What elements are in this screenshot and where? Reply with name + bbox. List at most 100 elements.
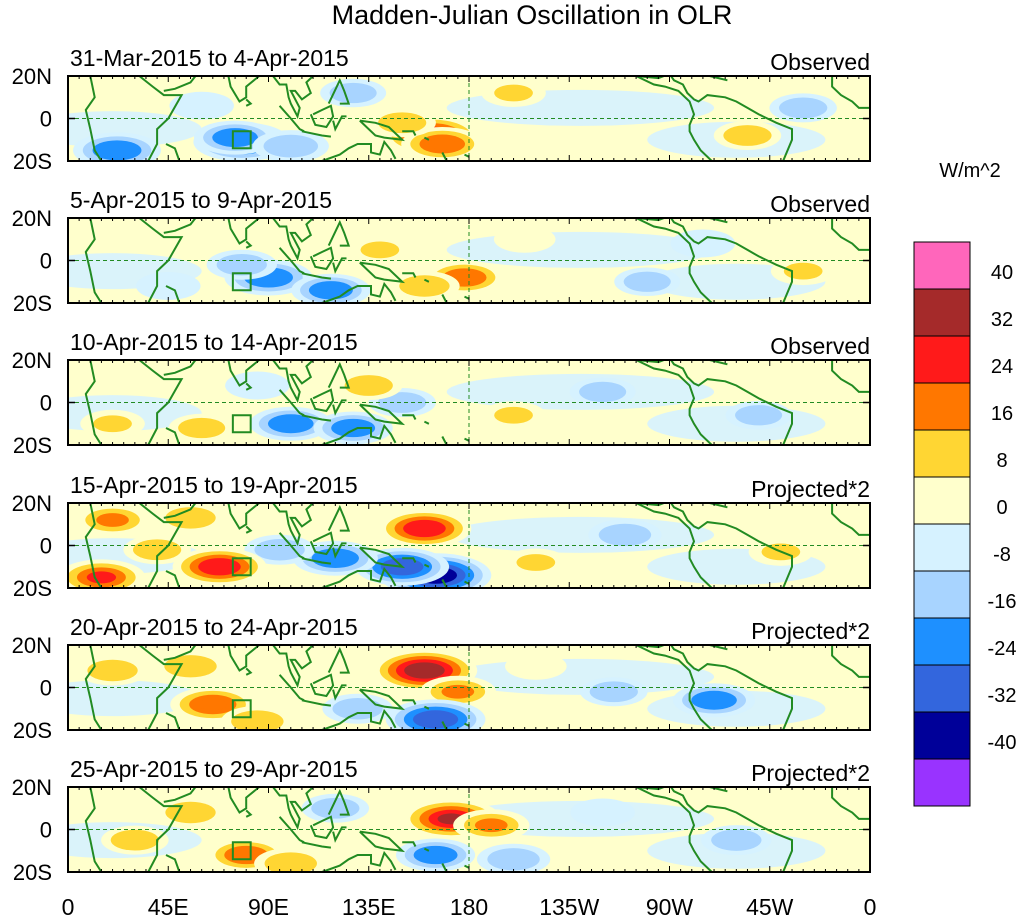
anomaly-contour [421, 713, 450, 725]
coastline [138, 218, 184, 303]
coastline [635, 787, 713, 872]
coastline [636, 503, 793, 588]
anomaly-contour [609, 528, 641, 542]
colorbar-swatch [913, 523, 971, 572]
coastline [278, 247, 305, 275]
coastline [332, 826, 347, 843]
x-tick-label: 90W [646, 894, 694, 920]
coastline [441, 152, 448, 161]
colorbar-tick-label: -16 [988, 591, 1017, 613]
anomaly-contour [339, 422, 367, 434]
anomaly-contour [120, 833, 150, 847]
coastline [464, 437, 470, 442]
y-tick-label: 20N [12, 348, 52, 373]
region-box [231, 130, 252, 150]
coastline [332, 115, 347, 132]
coastline [636, 218, 793, 303]
coastline [423, 563, 430, 568]
coastline [272, 218, 314, 262]
x-tick-label: 135E [342, 894, 396, 920]
coastline [163, 787, 197, 803]
coastline [327, 504, 351, 532]
anomaly-contour [733, 129, 762, 142]
colorbar-swatch [913, 617, 971, 666]
panel-date-label: 31-Mar-2015 to 4-Apr-2015 [70, 45, 349, 71]
coastline [327, 646, 351, 674]
y-tick-label: 20S [13, 291, 52, 316]
anomaly-contour [317, 284, 345, 296]
coastline [301, 841, 332, 849]
coastline [309, 246, 335, 271]
y-tick-label: 0 [40, 391, 52, 416]
anomaly-contour [387, 396, 417, 409]
coastline [359, 830, 406, 853]
anomaly-contour [428, 138, 456, 150]
anomaly-contour [517, 658, 555, 675]
coastline [327, 788, 351, 816]
anomaly-contour [264, 543, 295, 557]
y-tick-label: 20S [13, 718, 52, 743]
panel-type-label: Projected*2 [751, 760, 870, 786]
coastline [635, 360, 713, 445]
anomaly-contour [497, 852, 530, 866]
coastline [309, 815, 335, 840]
panel-date-label: 10-Apr-2015 to 14-Apr-2015 [70, 329, 358, 355]
coastline [831, 76, 870, 109]
coastline [163, 218, 197, 234]
coastline [635, 645, 713, 730]
coastline [245, 240, 253, 249]
anomaly-contour [187, 421, 216, 435]
anomaly-contour [441, 684, 475, 699]
anomaly-contour [411, 523, 438, 534]
coastline [163, 503, 197, 519]
coastline [423, 136, 430, 141]
coastline [402, 699, 417, 705]
coastline [635, 503, 713, 588]
y-tick-label: 0 [40, 676, 52, 701]
anomaly-contour [360, 241, 400, 259]
coastline [138, 76, 184, 161]
coastline [332, 399, 347, 416]
region-box [231, 414, 252, 434]
anomaly-contour [387, 116, 417, 129]
anomaly-field [68, 645, 870, 730]
x-tick-label: 135W [539, 894, 599, 920]
coastline [84, 503, 103, 588]
coastline [359, 403, 406, 426]
anomaly-contour [409, 279, 440, 293]
coastline [138, 787, 184, 872]
panels-group: 20N 0 20S 31-Mar-2015 to 4-Apr-2015 Observed… [12, 45, 871, 885]
coastline [301, 414, 332, 422]
y-tick-label: 0 [40, 534, 52, 559]
coastline [464, 153, 470, 158]
region-box [231, 841, 252, 861]
y-tick-label: 0 [40, 818, 52, 843]
coastline [301, 130, 332, 138]
coastline [321, 423, 397, 445]
coastline [217, 360, 261, 387]
coastline [321, 566, 397, 588]
coastline [309, 673, 335, 698]
coastline [402, 414, 417, 420]
coastline [402, 130, 417, 136]
anomaly-contour [633, 275, 662, 288]
anomaly-contour [412, 665, 437, 676]
x-tick-label: 0 [62, 894, 75, 920]
y-tick-label: 20N [12, 206, 52, 231]
panel-3: 20N 0 20S 10-Apr-2015 to 14-Apr-2015 Observe… [12, 329, 871, 458]
coastline [245, 809, 253, 818]
anomaly-field [68, 76, 870, 161]
anomaly-contour [506, 231, 544, 248]
panel-4: 20N 0 20S 15-Apr-2015 to 19-Apr-2015 Project… [12, 472, 871, 601]
anomaly-contour [226, 258, 257, 272]
anomaly-contour [102, 144, 132, 157]
coastline [163, 360, 197, 376]
coastline [636, 645, 793, 730]
colorbar-tick-label: -8 [993, 544, 1011, 566]
coastline [165, 143, 181, 161]
chart-title: Madden-Julian Oscillation in OLR [332, 0, 733, 30]
anomaly-contour [221, 131, 249, 144]
colorbar-tick-label: -40 [988, 732, 1017, 754]
coastline [423, 847, 430, 852]
coastline [138, 645, 184, 730]
